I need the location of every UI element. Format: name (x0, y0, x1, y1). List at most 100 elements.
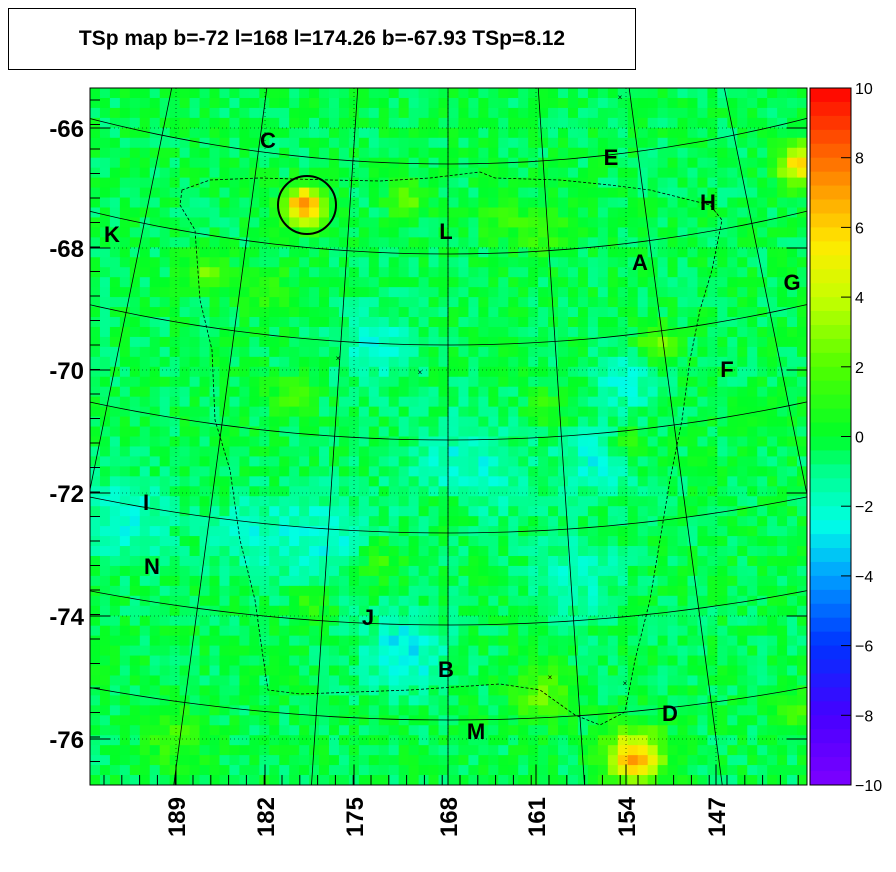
heatmap-cell (189, 346, 201, 358)
heatmap-cell (737, 655, 748, 667)
heatmap-cell (109, 695, 121, 706)
heatmap-cell (687, 406, 699, 418)
heatmap-cell (209, 207, 221, 219)
heatmap-cell (348, 625, 360, 637)
heatmap-cell (309, 88, 320, 99)
heatmap-cell (309, 496, 320, 507)
heatmap-cell (149, 486, 161, 497)
heatmap-cell (90, 287, 101, 298)
heatmap-cell (169, 735, 181, 746)
heatmap-cell (149, 625, 161, 637)
heatmap-cell (478, 257, 489, 268)
heatmap-cell (528, 506, 539, 517)
heatmap-cell (597, 217, 609, 228)
heatmap-cell (388, 187, 400, 199)
heatmap-cell (388, 197, 400, 209)
heatmap-cell (99, 157, 111, 169)
heatmap-cell (378, 416, 390, 428)
heatmap-cell (637, 257, 649, 268)
heatmap-cell (797, 157, 807, 169)
heatmap-cell (448, 685, 460, 696)
heatmap-cell (568, 117, 579, 129)
heatmap-cell (468, 546, 479, 557)
heatmap-cell (687, 456, 699, 467)
heatmap-cell (398, 257, 410, 268)
heatmap-cell (448, 366, 460, 378)
heatmap-cell (508, 715, 519, 726)
heatmap-cell (388, 476, 400, 487)
heatmap-cell (219, 565, 231, 577)
heatmap-cell (727, 287, 738, 298)
heatmap-cell (338, 247, 350, 258)
heatmap-cell (119, 317, 131, 328)
heatmap-cell (637, 137, 649, 149)
heatmap-cell (647, 257, 659, 268)
heatmap-cell (189, 406, 201, 418)
heatmap-cell (707, 715, 718, 726)
heatmap-cell (209, 366, 221, 378)
heatmap-cell (737, 117, 748, 129)
heatmap-cell (657, 466, 669, 477)
heatmap-cell (169, 247, 181, 258)
heatmap-cell (299, 127, 310, 139)
heatmap-cell (438, 277, 450, 288)
heatmap-cell (627, 326, 639, 338)
heatmap-cell (169, 277, 181, 288)
heatmap-cell (568, 765, 579, 776)
heatmap-cell (319, 366, 330, 378)
heatmap-cell (587, 167, 599, 179)
heatmap-cell (697, 446, 709, 458)
heatmap-cell (548, 735, 559, 746)
heatmap-cell (269, 207, 280, 219)
heatmap-cell (548, 376, 559, 388)
heatmap-cell (169, 496, 181, 507)
heatmap-cell (637, 436, 649, 448)
heatmap-cell (757, 526, 768, 537)
heatmap-cell (90, 406, 101, 418)
heatmap-cell (299, 356, 310, 368)
heatmap-cell (338, 117, 350, 129)
heatmap-cell (159, 555, 171, 567)
heatmap-cell (458, 466, 470, 477)
heatmap-cell (259, 695, 270, 706)
heatmap-cell (458, 197, 470, 209)
heatmap-cell (408, 755, 420, 766)
heatmap-cell (677, 376, 689, 388)
heatmap-cell (458, 307, 470, 318)
heatmap-cell (149, 297, 161, 308)
heatmap-cell (159, 187, 171, 199)
heatmap-cell (558, 326, 569, 338)
heatmap-cell (309, 237, 320, 248)
heatmap-cell (558, 366, 569, 378)
heatmap-cell (378, 715, 390, 726)
heatmap-cell (438, 376, 450, 388)
heatmap-cell (697, 436, 709, 448)
heatmap-cell (229, 705, 240, 716)
heatmap-cell (737, 456, 748, 467)
heatmap-cell (717, 575, 728, 587)
heatmap-cell (647, 107, 659, 119)
heatmap-cell (597, 526, 609, 537)
heatmap-cell (398, 595, 410, 607)
heatmap-cell (787, 267, 798, 278)
heatmap-cell (418, 326, 430, 338)
heatmap-cell (707, 655, 718, 667)
heatmap-cell (747, 217, 758, 228)
heatmap-cell (289, 157, 300, 169)
heatmap-cell (119, 456, 131, 467)
heatmap-cell (468, 446, 479, 458)
heatmap-cell (249, 715, 260, 726)
heatmap-cell (657, 386, 669, 398)
heatmap-cell (597, 705, 609, 716)
heatmap-cell (179, 516, 191, 527)
heatmap-cell (259, 436, 270, 448)
heatmap-cell (528, 157, 539, 169)
heatmap-cell (319, 227, 330, 238)
heatmap-cell (279, 267, 290, 278)
heatmap-cell (508, 406, 519, 418)
heatmap-cell (378, 615, 390, 627)
heatmap-cell (269, 107, 280, 119)
heatmap-cell (149, 615, 161, 627)
heatmap-cell (109, 297, 121, 308)
heatmap-cell (289, 117, 300, 129)
